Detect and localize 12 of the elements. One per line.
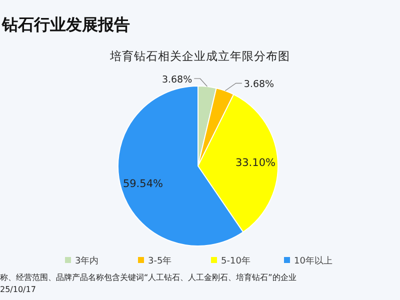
data-label: 59.54% xyxy=(122,178,164,190)
data-label: 3.68% xyxy=(244,79,274,90)
data-label: 33.10% xyxy=(235,157,276,170)
legend-label: 10年以上 xyxy=(294,256,332,266)
legend-label: 5-10年 xyxy=(221,256,250,266)
text: 25/10/17 xyxy=(0,285,36,294)
text: 称、经营范围、品牌产品名称包含关键词“人工钻石、人工金刚石、培育钻石”的企业 xyxy=(0,273,296,282)
data-label: 3.68% xyxy=(162,74,192,86)
chart-subtitle: 培育钻石相关企业成立年限分布图 xyxy=(109,49,290,63)
legend-label: 3年内 xyxy=(75,256,99,266)
legend-label: 3-5年 xyxy=(148,256,172,266)
chart-title: 钻石行业发展报告 xyxy=(1,15,130,34)
